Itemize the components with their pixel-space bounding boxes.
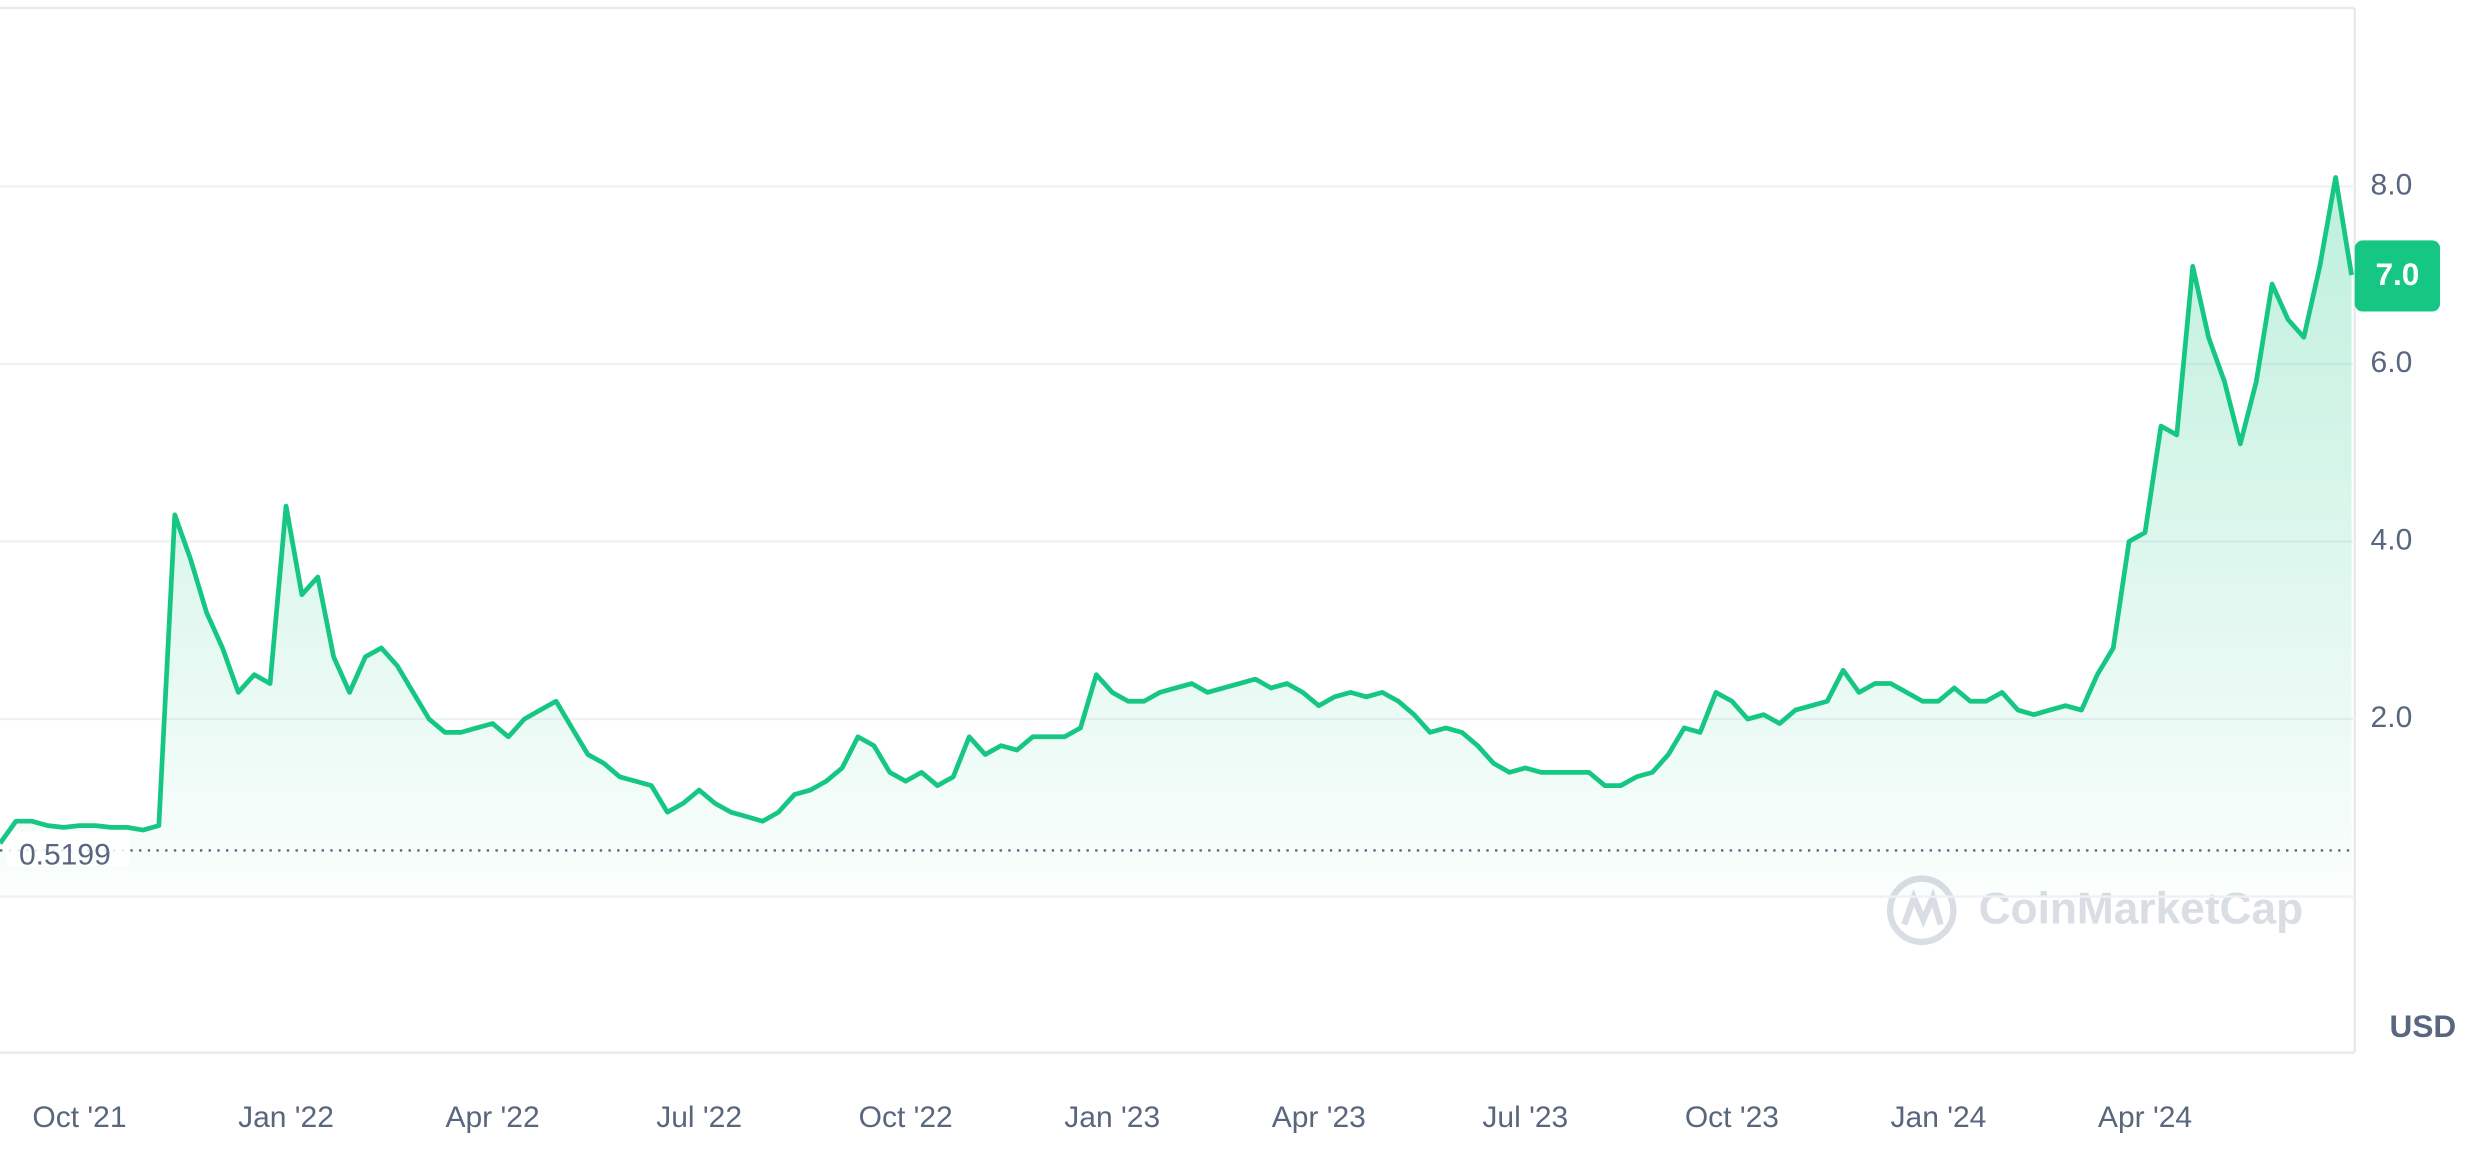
x-tick-label: Apr '24 [2098, 1101, 2192, 1134]
y-tick-label: 2.0 [2371, 701, 2413, 734]
baseline-label-bg [6, 831, 130, 867]
x-tick-label: Oct '21 [32, 1101, 126, 1134]
y-tick-label: 6.0 [2371, 346, 2413, 379]
x-tick-label: Jan '23 [1064, 1101, 1160, 1134]
y-tick-label: 4.0 [2371, 523, 2413, 556]
baseline-label: 0.5199 [19, 839, 111, 872]
y-tick-label: 8.0 [2371, 168, 2413, 201]
x-tick-label: Oct '22 [859, 1101, 953, 1134]
x-tick-label: Apr '23 [1272, 1101, 1366, 1134]
x-tick-label: Jan '22 [238, 1101, 334, 1134]
currency-label: USD [2389, 1008, 2456, 1044]
x-tick-label: Oct '23 [1685, 1101, 1779, 1134]
price-area [0, 177, 2352, 897]
price-tag-label: 7.0 [2375, 256, 2419, 292]
watermark-logo-mark [1901, 888, 1944, 928]
x-tick-label: Apr '22 [445, 1101, 539, 1134]
x-tick-label: Jul '22 [656, 1101, 742, 1134]
x-tick-label: Jan '24 [1891, 1101, 1987, 1134]
x-tick-label: Jul '23 [1482, 1101, 1568, 1134]
price-line [0, 175, 2354, 845]
price-tag [2354, 240, 2441, 312]
